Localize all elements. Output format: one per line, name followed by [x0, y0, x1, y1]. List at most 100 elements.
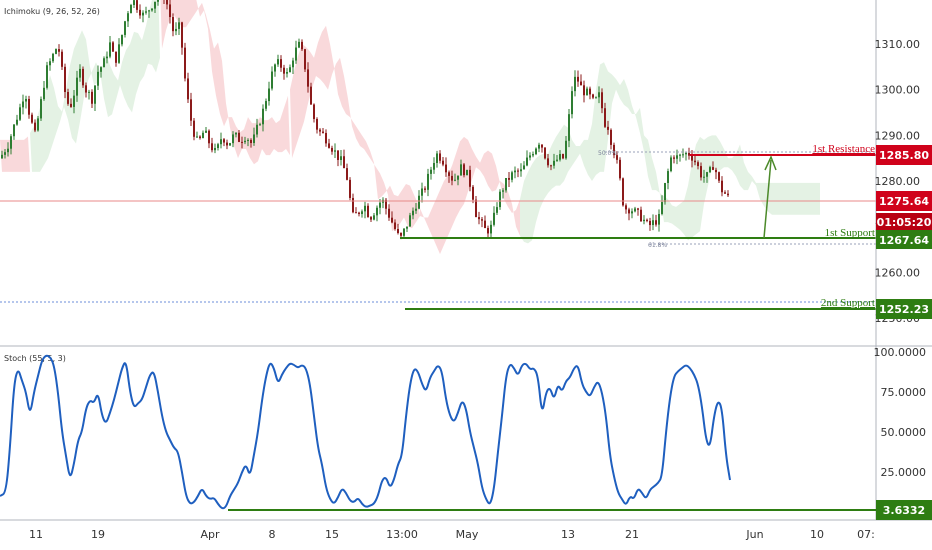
candle-body [67, 91, 69, 104]
countdown-timer: 01:05:20 [877, 216, 932, 229]
stoch-tick: 100.0000 [874, 346, 927, 359]
candle-body [439, 153, 441, 161]
candle-body [187, 78, 189, 100]
candle-body [304, 49, 306, 70]
candle-body [142, 12, 144, 16]
candle-body [97, 71, 99, 86]
candle-body [565, 140, 567, 159]
candle-body [157, 0, 159, 2]
candle-body [112, 42, 114, 52]
support1-badge: 1267.64 [876, 230, 932, 249]
time-label: 07: [857, 528, 875, 541]
candle-body [199, 136, 201, 139]
candle-body [253, 134, 255, 144]
candle-body [139, 9, 141, 16]
candle-body [31, 114, 33, 123]
stoch-tick: 50.0000 [881, 426, 927, 439]
cloud-segment [290, 25, 420, 232]
candle-body [337, 150, 339, 160]
time-label: Jun [745, 528, 763, 541]
candle-body [460, 164, 462, 176]
candle-body [130, 5, 132, 14]
candle-body [307, 69, 309, 87]
candle-body [361, 211, 363, 215]
fib-618-label: 61.8% [648, 242, 667, 249]
candle-body [430, 169, 432, 174]
candle-body [517, 170, 519, 172]
candle-body [562, 154, 564, 159]
candle-body [472, 186, 474, 200]
candle-body [148, 10, 150, 12]
candle-body [478, 217, 480, 220]
candle-body [73, 95, 75, 107]
cloud-segment [420, 136, 520, 255]
candle-body [490, 224, 492, 234]
candle-body [418, 195, 420, 209]
candle-body [376, 207, 378, 216]
candle-body [556, 159, 558, 161]
candle-body [643, 219, 645, 222]
stoch-axis: 100.0000 75.0000 50.0000 25.0000 [874, 346, 927, 479]
candle-body [355, 212, 357, 214]
candle-body [604, 108, 606, 127]
candle-body [10, 136, 12, 149]
candle-body [52, 53, 54, 62]
candle-body [637, 208, 639, 210]
resistance-label: 1st Resistance [812, 143, 875, 155]
time-label: 10 [810, 528, 824, 541]
candle-body [349, 179, 351, 198]
time-label: 19 [91, 528, 105, 541]
support2-value: 1252.23 [879, 303, 929, 316]
candle-body [721, 180, 723, 193]
candle-body [586, 88, 588, 96]
candle-body [397, 228, 399, 233]
candle-body [436, 153, 438, 164]
candle-body [421, 188, 423, 196]
candle-body [358, 212, 360, 215]
candle-body [511, 172, 513, 180]
price-tick: 1310.00 [875, 38, 921, 51]
candle-body [364, 205, 366, 212]
candle-body [724, 192, 726, 194]
candle-body [265, 101, 267, 109]
stoch-tick: 25.0000 [881, 466, 927, 479]
candle-body [259, 124, 261, 126]
candle-body [613, 144, 615, 156]
candle-body [133, 0, 135, 6]
candle-body [328, 143, 330, 148]
candle-body [640, 209, 642, 222]
time-label: 13:00 [386, 528, 418, 541]
candle-body [466, 169, 468, 176]
candle-body [292, 60, 294, 68]
candle-body [136, 0, 138, 10]
candle-body [241, 141, 243, 143]
candle-body [406, 226, 408, 229]
candle-body [664, 183, 666, 203]
candle-body [340, 156, 342, 160]
candle-body [229, 143, 231, 146]
candle-body [205, 130, 207, 133]
candle-body [37, 118, 39, 131]
candle-body [316, 118, 318, 130]
candle-body [325, 132, 327, 144]
support2-label: 2nd Support [821, 297, 875, 309]
candle-body [352, 197, 354, 213]
candle-body [487, 228, 489, 234]
candle-body [19, 107, 21, 120]
candle-body [409, 215, 411, 227]
candle-body [691, 155, 693, 161]
candle-body [202, 132, 204, 139]
resistance-badge: 1285.80 [876, 145, 932, 165]
candle-body [190, 99, 192, 121]
candle-body [124, 21, 126, 35]
candle-body [601, 92, 603, 109]
candle-body [103, 58, 105, 68]
candle-body [91, 91, 93, 104]
candle-body [220, 139, 222, 145]
time-label: 21 [625, 528, 639, 541]
candle-body [238, 132, 240, 142]
candle-body [115, 51, 117, 63]
candle-body [76, 77, 78, 96]
candle-body [196, 136, 198, 138]
candle-body [388, 208, 390, 218]
